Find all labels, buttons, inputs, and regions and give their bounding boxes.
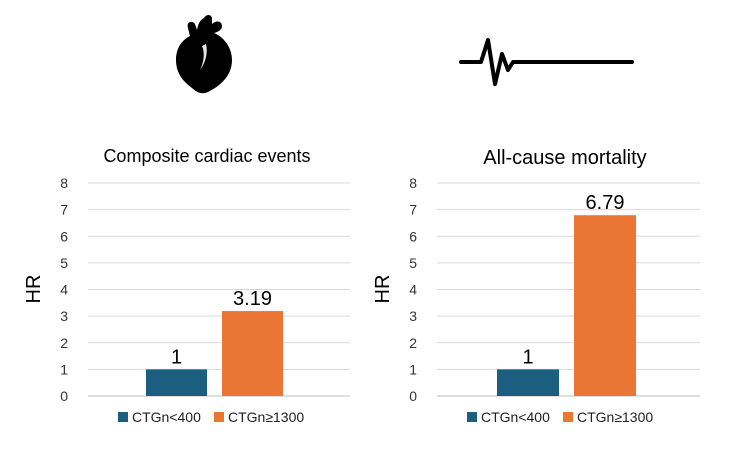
legend-swatch [214, 412, 224, 422]
y-tick-label: 3 [409, 308, 417, 324]
chart-all-cause-mortality: All-cause mortality HR 0 1 2 3 4 5 6 7 8 1 6.79 C… [372, 147, 700, 425]
y-tick-label: 3 [60, 308, 68, 324]
y-tick-label: 4 [60, 282, 68, 298]
y-tick-label: 1 [60, 361, 68, 377]
bar-ctgn-ge-1300 [222, 311, 283, 396]
y-tick-label: 8 [60, 175, 68, 191]
y-axis-label: HR [23, 275, 45, 304]
legend-label: CTGn≥1300 [228, 409, 304, 425]
heart-icon [176, 15, 232, 94]
ecg-pulse-icon [459, 38, 634, 86]
y-tick-label: 6 [409, 228, 417, 244]
legend-swatch [467, 412, 477, 422]
data-label: 1 [171, 346, 182, 368]
legend-label: CTGn<400 [132, 409, 201, 425]
bar-ctgn-lt-400 [146, 369, 207, 396]
legend-swatch [118, 412, 128, 422]
legend-label: CTGn≥1300 [577, 409, 653, 425]
data-label: 6.79 [586, 192, 625, 214]
y-tick-label: 0 [409, 388, 417, 404]
y-tick-label: 2 [409, 335, 417, 351]
legend-label: CTGn<400 [481, 409, 550, 425]
y-tick-label: 6 [60, 228, 68, 244]
bar-ctgn-lt-400 [497, 369, 559, 396]
y-tick-label: 0 [60, 388, 68, 404]
y-tick-label: 7 [60, 202, 68, 218]
y-tick-label: 4 [409, 282, 417, 298]
chart-title: All-cause mortality [483, 147, 646, 169]
bar-ctgn-ge-1300 [574, 215, 636, 396]
y-tick-label: 7 [409, 202, 417, 218]
y-tick-label: 1 [409, 361, 417, 377]
y-tick-label: 8 [409, 175, 417, 191]
data-label: 3.19 [233, 288, 272, 310]
chart-title: Composite cardiac events [103, 146, 310, 166]
chart-composite-cardiac-events: Composite cardiac events HR 0 1 2 3 4 5 6 7 8 1 3… [23, 146, 350, 425]
y-tick-label: 5 [409, 255, 417, 271]
legend-swatch [563, 412, 573, 422]
y-tick-label: 5 [60, 255, 68, 271]
y-axis-label: HR [372, 275, 394, 304]
data-label: 1 [522, 346, 533, 368]
y-tick-label: 2 [60, 335, 68, 351]
